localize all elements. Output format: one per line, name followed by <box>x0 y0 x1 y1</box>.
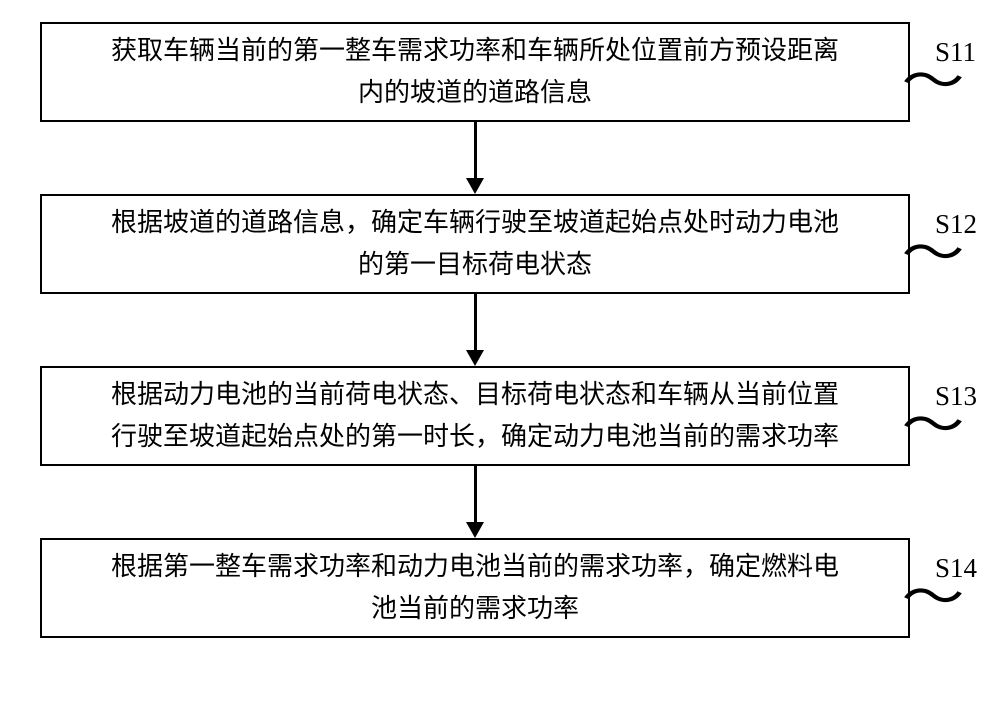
step-text-line2: 池当前的需求功率 <box>371 594 579 623</box>
step-box-s14: 根据第一整车需求功率和动力电池当前的需求功率，确定燃料电 池当前的需求功率 <box>40 538 910 638</box>
step-box-s12: 根据坡道的道路信息，确定车辆行驶至坡道起始点处时动力电池 的第一目标荷电状态 <box>40 194 910 294</box>
arrow-shaft <box>474 466 477 522</box>
step-box-s13: 根据动力电池的当前荷电状态、目标荷电状态和车辆从当前位置 行驶至坡道起始点处的第… <box>40 366 910 466</box>
arrow-head-icon <box>466 522 484 538</box>
step-text-line1: 根据动力电池的当前荷电状态、目标荷电状态和车辆从当前位置 <box>111 380 839 409</box>
step-text-line2: 行驶至坡道起始点处的第一时长，确定动力电池当前的需求功率 <box>111 422 839 451</box>
arrow-shaft <box>474 294 477 350</box>
step-text: 根据第一整车需求功率和动力电池当前的需求功率，确定燃料电 池当前的需求功率 <box>111 546 839 629</box>
tilde-connector: 〜 <box>901 230 964 280</box>
tilde-connector: 〜 <box>901 402 964 452</box>
step-text: 根据动力电池的当前荷电状态、目标荷电状态和车辆从当前位置 行驶至坡道起始点处的第… <box>111 374 839 457</box>
step-text-line2: 内的坡道的道路信息 <box>358 78 592 107</box>
step-text-line1: 根据第一整车需求功率和动力电池当前的需求功率，确定燃料电 <box>111 552 839 581</box>
arrow-shaft <box>474 122 477 178</box>
step-text: 根据坡道的道路信息，确定车辆行驶至坡道起始点处时动力电池 的第一目标荷电状态 <box>111 202 839 285</box>
flowchart-canvas: 获取车辆当前的第一整车需求功率和车辆所处位置前方预设距离 内的坡道的道路信息 S… <box>0 0 1000 701</box>
step-text-line1: 根据坡道的道路信息，确定车辆行驶至坡道起始点处时动力电池 <box>111 208 839 237</box>
step-box-s11: 获取车辆当前的第一整车需求功率和车辆所处位置前方预设距离 内的坡道的道路信息 <box>40 22 910 122</box>
arrow-head-icon <box>466 178 484 194</box>
step-text: 获取车辆当前的第一整车需求功率和车辆所处位置前方预设距离 内的坡道的道路信息 <box>111 30 839 113</box>
step-text-line1: 获取车辆当前的第一整车需求功率和车辆所处位置前方预设距离 <box>111 36 839 65</box>
arrow-head-icon <box>466 350 484 366</box>
tilde-connector: 〜 <box>901 574 964 624</box>
tilde-connector: 〜 <box>901 58 964 108</box>
step-text-line2: 的第一目标荷电状态 <box>358 250 592 279</box>
